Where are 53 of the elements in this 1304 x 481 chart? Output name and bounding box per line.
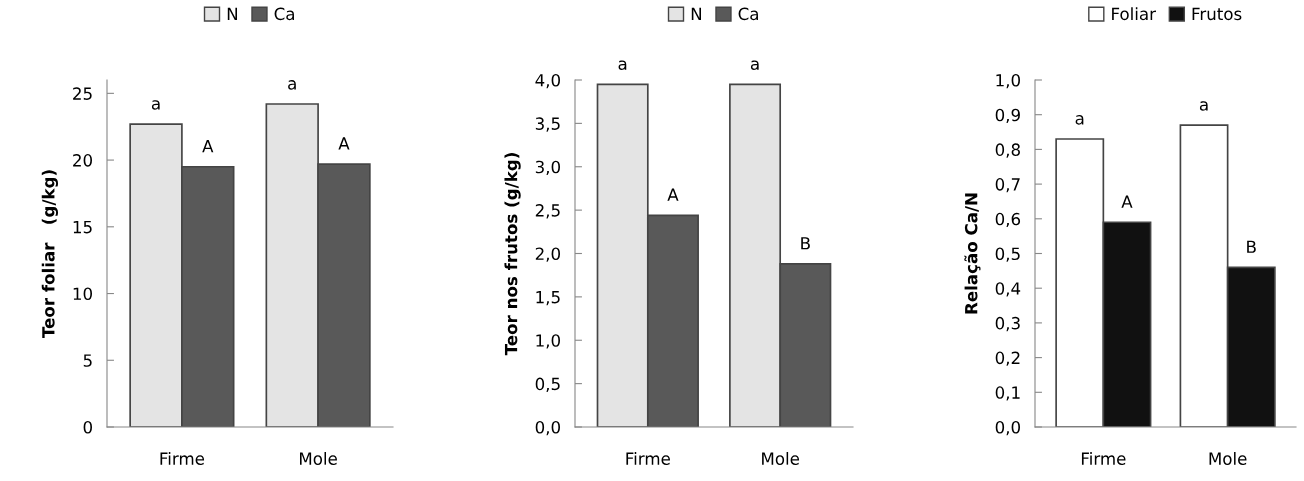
x-tick-label: Firme bbox=[160, 452, 205, 465]
y-tick-label: 0,3 bbox=[995, 316, 1020, 332]
y-tick-label: 0,5 bbox=[995, 247, 1020, 262]
y-tick-label: 1,0 bbox=[996, 73, 1021, 89]
y-tick-label: 2,5 bbox=[535, 204, 560, 219]
x-tick-label: Mole bbox=[1209, 452, 1247, 465]
legend-label: Ca bbox=[738, 7, 758, 21]
y-tick-label: 0 bbox=[83, 420, 92, 434]
data-label: a bbox=[750, 60, 759, 70]
y-axis-title: Teor foliar (g/kg) bbox=[41, 170, 59, 339]
y-tick-label: 10 bbox=[73, 287, 92, 301]
y-tick-label: 1,5 bbox=[536, 291, 560, 306]
data-label: a bbox=[618, 60, 627, 70]
y-tick-label: 0,9 bbox=[995, 108, 1020, 123]
data-label: A bbox=[202, 140, 214, 153]
data-label: B bbox=[801, 237, 810, 250]
y-tick-label: 0,4 bbox=[995, 282, 1021, 297]
legend-label: Ca bbox=[274, 7, 294, 21]
y-tick-label: 25 bbox=[73, 87, 92, 100]
y-tick-label: 4,0 bbox=[535, 73, 561, 89]
y-tick-label: 15 bbox=[73, 220, 92, 234]
y-tick-label: 0,2 bbox=[995, 351, 1020, 366]
x-tick-label: Mole bbox=[762, 452, 800, 465]
y-axis-title: Teor nos frutos (g/kg) bbox=[504, 153, 521, 356]
data-label: B bbox=[1247, 240, 1256, 253]
y-tick-label: 0,6 bbox=[995, 212, 1021, 228]
data-label: A bbox=[338, 137, 350, 150]
y-tick-label: 0,1 bbox=[995, 386, 1020, 401]
data-label: a bbox=[1199, 101, 1208, 111]
data-label: a bbox=[1075, 115, 1084, 125]
y-tick-label: 1,0 bbox=[536, 334, 561, 349]
legend-label: Foliar bbox=[1112, 7, 1156, 21]
y-axis-title: Relação Ca/N bbox=[964, 193, 981, 314]
data-label: A bbox=[667, 188, 679, 201]
x-tick-label: Firme bbox=[626, 452, 670, 465]
y-tick-label: 3,5 bbox=[535, 117, 560, 132]
data-label: a bbox=[151, 100, 160, 110]
y-tick-label: 0,0 bbox=[995, 420, 1021, 436]
data-label: a bbox=[288, 80, 296, 90]
y-tick-label: 5 bbox=[83, 354, 92, 367]
y-tick-label: 0,0 bbox=[535, 420, 561, 436]
y-tick-label: 20 bbox=[73, 154, 92, 167]
y-tick-label: 0,8 bbox=[995, 143, 1020, 158]
y-tick-label: 0,7 bbox=[995, 178, 1020, 193]
y-tick-label: 3,0 bbox=[535, 160, 561, 176]
y-tick-label: 0,5 bbox=[535, 377, 560, 392]
y-tick-label: 2,0 bbox=[535, 247, 561, 262]
legend-label: Frutos bbox=[1192, 7, 1242, 21]
data-label: A bbox=[1121, 195, 1133, 208]
legend-label: N bbox=[227, 7, 237, 20]
x-tick-label: Mole bbox=[300, 452, 337, 465]
x-tick-label: Firme bbox=[1081, 452, 1126, 465]
legend-label: N bbox=[691, 7, 701, 20]
